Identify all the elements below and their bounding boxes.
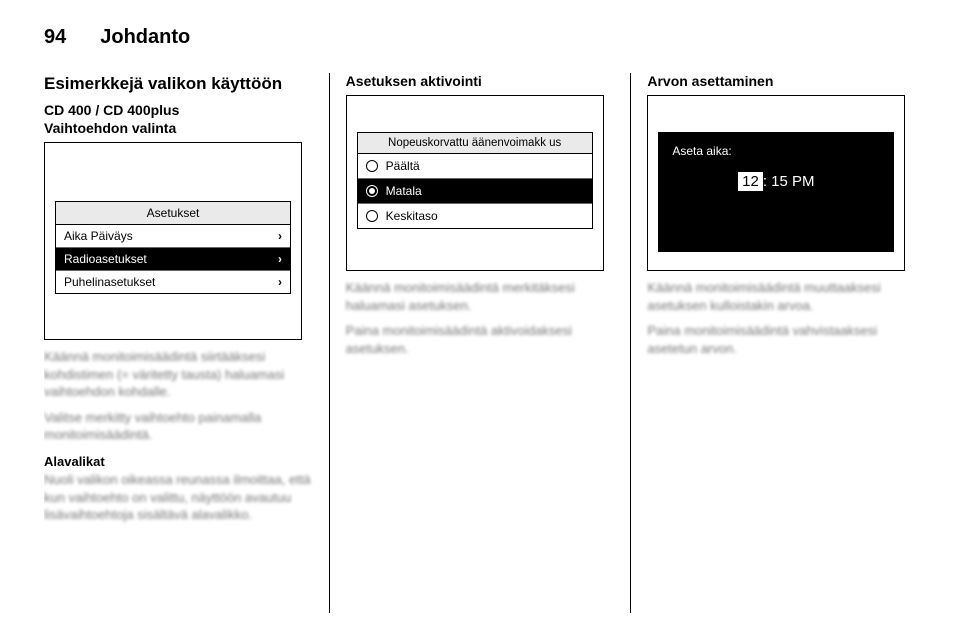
settings-menu-row-label: Aika Päiväys — [64, 229, 133, 243]
col3-para2: Paina monitoimisäädintä vahvistaaksesi a… — [647, 322, 916, 357]
chevron-right-icon: › — [278, 275, 282, 289]
columns: Esimerkkejä valikon käyttöön CD 400 / CD… — [44, 73, 916, 613]
volume-menu-title: Nopeuskorvattu äänenvoimakk us — [357, 132, 593, 153]
set-time-box: Aseta aika: 12: 15 PM — [658, 132, 894, 252]
settings-menu-title: Asetukset — [55, 201, 291, 224]
radio-icon — [366, 160, 378, 172]
column-1: Esimerkkejä valikon käyttöön CD 400 / CD… — [44, 73, 329, 613]
page-number: 94 — [44, 26, 66, 49]
page-header: 94 Johdanto — [44, 26, 916, 49]
column-2: Asetuksen aktivointi Nopeuskorvattu ääne… — [329, 73, 631, 613]
time-rest: : 15 PM — [763, 173, 815, 190]
settings-menu-row[interactable]: Aika Päiväys › — [56, 225, 290, 247]
volume-menu-row[interactable]: Keskitaso — [358, 203, 592, 228]
volume-menu-row[interactable]: Matala — [358, 178, 592, 203]
time-hours-field[interactable]: 12 — [738, 172, 763, 191]
volume-menu: Nopeuskorvattu äänenvoimakk us Päältä Ma… — [357, 132, 593, 229]
settings-menu-row-label: Puhelinasetukset — [64, 275, 155, 289]
col1-para2: Valitse merkitty vaihtoehto painamalla m… — [44, 409, 313, 444]
chevron-right-icon: › — [278, 252, 282, 266]
set-time-value[interactable]: 12: 15 PM — [672, 172, 880, 191]
column-3: Arvon asettaminen Aseta aika: 12: 15 PM … — [630, 73, 916, 613]
chapter-title: Johdanto — [100, 26, 190, 49]
volume-menu-row-label: Keskitaso — [386, 209, 438, 223]
set-time-panel: Aseta aika: 12: 15 PM — [658, 132, 894, 252]
volume-menu-row-label: Päältä — [386, 159, 420, 173]
settings-menu-row[interactable]: Radioasetukset › — [56, 247, 290, 270]
settings-menu-list: Aika Päiväys › Radioasetukset › Puhelina… — [55, 224, 291, 294]
col1-para1: Käännä monitoimisäädintä siirtääksesi ko… — [44, 348, 313, 401]
screenshot-volume-menu: Nopeuskorvattu äänenvoimakk us Päältä Ma… — [346, 95, 604, 271]
col1-sub2: Vaihtoehdon valinta — [44, 120, 313, 136]
col2-para1: Käännä monitoimisäädintä merkitäksesi ha… — [346, 279, 615, 314]
settings-menu-row[interactable]: Puhelinasetukset › — [56, 270, 290, 293]
screenshot-settings-menu: Asetukset Aika Päiväys › Radioasetukset … — [44, 142, 302, 340]
col1-sub3: Alavalikat — [44, 454, 313, 469]
radio-icon — [366, 210, 378, 222]
settings-menu: Asetukset Aika Päiväys › Radioasetukset … — [55, 201, 291, 294]
screenshot-set-time: Aseta aika: 12: 15 PM — [647, 95, 905, 271]
col1-para3: Nuoli valikon oikeassa reunassa ilmoitta… — [44, 471, 313, 524]
set-time-label: Aseta aika: — [672, 144, 880, 158]
col1-heading: Esimerkkejä valikon käyttöön — [44, 73, 313, 94]
col3-para1: Käännä monitoimisäädintä muuttaaksesi as… — [647, 279, 916, 314]
volume-menu-row[interactable]: Päältä — [358, 154, 592, 178]
radio-checked-icon — [366, 185, 378, 197]
settings-menu-row-label: Radioasetukset — [64, 252, 147, 266]
volume-menu-row-label: Matala — [386, 184, 422, 198]
volume-menu-list: Päältä Matala Keskitaso — [357, 153, 593, 229]
col2-para2: Paina monitoimisäädintä aktivoidaksesi a… — [346, 322, 615, 357]
col3-heading: Arvon asettaminen — [647, 73, 916, 89]
page: 94 Johdanto Esimerkkejä valikon käyttöön… — [0, 0, 960, 642]
chevron-right-icon: › — [278, 229, 282, 243]
col2-heading: Asetuksen aktivointi — [346, 73, 615, 89]
col1-sub1: CD 400 / CD 400plus — [44, 102, 313, 118]
